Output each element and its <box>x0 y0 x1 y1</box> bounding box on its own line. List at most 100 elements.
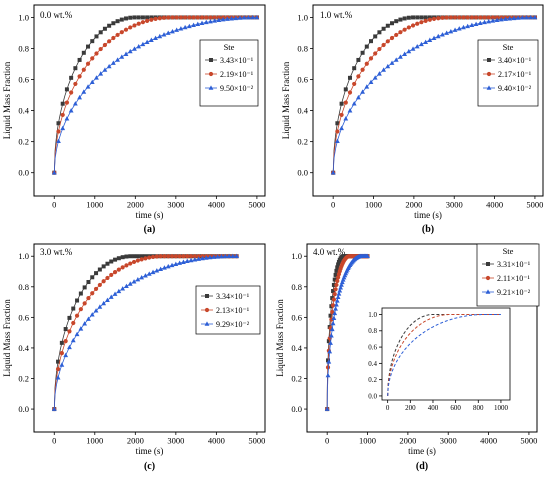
data-point <box>56 121 61 126</box>
data-point <box>51 406 57 411</box>
data-point <box>444 30 450 35</box>
data-point <box>157 33 163 39</box>
data-point <box>427 37 433 42</box>
data-point <box>336 262 341 267</box>
data-point <box>82 321 88 326</box>
data-point <box>59 362 65 367</box>
x-tick-label: 2000 <box>127 436 144 446</box>
data-point <box>368 79 374 84</box>
data-point <box>465 15 470 20</box>
data-point <box>373 34 378 39</box>
data-point <box>120 286 126 291</box>
series-3 <box>330 14 538 175</box>
data-point <box>385 63 391 69</box>
data-point <box>335 294 341 299</box>
legend-marker <box>204 321 210 326</box>
x-tick-label: 4000 <box>208 436 225 446</box>
data-point <box>393 57 399 62</box>
data-point <box>139 274 145 280</box>
data-point <box>60 112 65 118</box>
data-point <box>81 89 87 94</box>
data-point <box>140 20 146 25</box>
data-point <box>191 15 196 20</box>
data-point <box>170 15 175 20</box>
data-point <box>94 271 99 276</box>
data-point <box>440 32 445 37</box>
data-point <box>116 256 121 261</box>
data-point <box>351 101 357 106</box>
data-point <box>115 19 120 24</box>
data-point <box>230 253 236 259</box>
data-point <box>203 19 209 25</box>
y-tick-label: 0.8 <box>297 43 308 53</box>
y-axis-title: Liquid Mass Fraction <box>2 61 12 139</box>
data-point <box>332 292 337 297</box>
panel-label: (b) <box>422 224 434 235</box>
x-tick-label: 200 <box>405 404 416 412</box>
data-point <box>77 57 82 62</box>
y-tick-label: 0.2 <box>297 137 308 147</box>
data-point <box>186 23 192 29</box>
legend-marker <box>208 85 214 90</box>
data-point <box>68 108 74 113</box>
y-tick-label: 0.6 <box>18 75 29 85</box>
plot-frame <box>33 243 266 433</box>
data-point <box>390 21 395 26</box>
data-point <box>112 270 118 275</box>
data-point <box>457 15 462 20</box>
data-point <box>254 14 260 20</box>
data-point <box>132 23 137 28</box>
data-point <box>150 269 156 275</box>
data-point <box>131 259 137 265</box>
data-point <box>482 15 487 20</box>
data-point <box>105 275 110 281</box>
data-point <box>335 278 340 284</box>
legend-label: 2.11×10⁻¹ <box>497 274 530 283</box>
data-point <box>162 265 167 270</box>
data-point <box>419 15 424 20</box>
data-point <box>74 331 80 337</box>
chart-panel-a: 0 1000 2000 3000 4000 5000 0.0 0.2 0.4 0.6 0.8 1.0 t… <box>2 4 266 235</box>
data-point <box>97 282 102 288</box>
data-point <box>55 367 61 372</box>
data-point <box>398 54 403 59</box>
data-point <box>192 257 198 262</box>
data-point <box>415 15 420 20</box>
data-point <box>330 170 336 175</box>
data-point <box>111 21 116 26</box>
data-point <box>70 337 76 343</box>
data-point <box>229 16 234 21</box>
inset-series-line <box>387 314 501 396</box>
data-point <box>515 15 521 20</box>
data-point <box>135 258 140 263</box>
data-point <box>124 254 129 259</box>
data-point <box>448 15 453 20</box>
data-point <box>153 16 158 22</box>
data-point <box>149 15 154 20</box>
data-point <box>93 286 99 292</box>
legend-label: 9.21×10⁻² <box>497 288 531 297</box>
data-point <box>365 253 370 259</box>
data-point <box>78 291 83 296</box>
data-point <box>73 81 78 87</box>
data-point <box>473 15 479 20</box>
data-point <box>402 51 408 56</box>
y-tick-label: 0.8 <box>18 43 29 53</box>
x-tick-label: 5000 <box>248 436 265 446</box>
data-point <box>94 51 99 56</box>
y-tick-label: 1.0 <box>291 251 302 261</box>
legend: Ste 3.40×10⁻¹ 2.17×10⁻¹ 9.40×10⁻² <box>477 39 539 107</box>
data-point <box>465 23 471 29</box>
data-point <box>339 125 344 131</box>
data-point <box>360 67 365 72</box>
y-tick-label: 0.2 <box>18 137 29 147</box>
data-point <box>113 257 118 262</box>
y-tick-label: 0.6 <box>368 344 377 352</box>
data-point <box>368 56 374 61</box>
legend: Ste 3.43×10⁻¹ 2.19×10⁻¹ 9.50×10⁻² <box>199 39 259 107</box>
data-point <box>406 48 412 54</box>
data-point <box>146 271 152 276</box>
data-point <box>51 170 57 175</box>
y-tick-label: 0.2 <box>18 373 29 383</box>
data-point <box>77 74 82 79</box>
